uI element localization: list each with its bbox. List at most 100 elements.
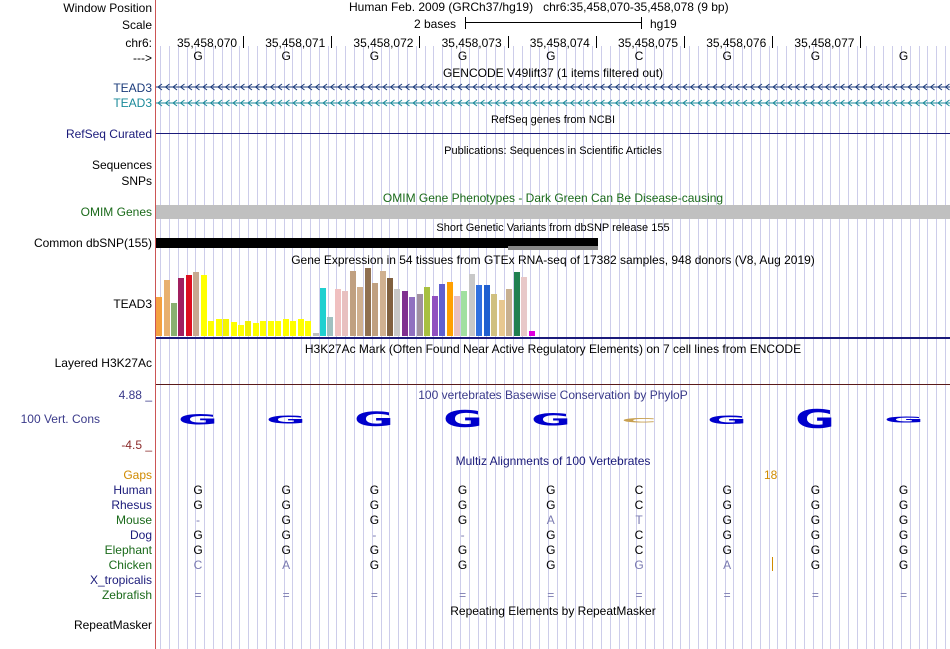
gtex-tissue-bar[interactable] [223, 318, 229, 336]
gtex-tissue-bar[interactable] [439, 283, 446, 336]
refseq-gene-line[interactable] [156, 133, 950, 134]
gtex-tissue-bar[interactable] [252, 323, 259, 336]
gtex-tissue-bar[interactable] [446, 281, 453, 336]
gtex-tissue-bar[interactable] [305, 320, 311, 336]
label-repeatmasker[interactable]: RepeatMasker [73, 618, 152, 632]
gtex-tissue-bar[interactable] [431, 296, 438, 336]
label-gtex-tead3[interactable]: TEAD3 [113, 297, 152, 311]
label-snps[interactable]: SNPs [121, 174, 152, 188]
strand-chevron [779, 99, 785, 107]
strand-chevron [607, 99, 613, 107]
strand-chevron [667, 99, 673, 107]
label-layered-h3k27ac[interactable]: Layered H3K27Ac [54, 356, 152, 370]
gtex-tissue-bar[interactable] [379, 270, 386, 336]
label-refseq-curated[interactable]: RefSeq Curated [65, 127, 152, 141]
gtex-tissue-bar[interactable] [424, 286, 431, 336]
gtex-tissue-bar[interactable] [290, 320, 297, 336]
gtex-tissue-bar[interactable] [372, 282, 379, 336]
gtex-tissue-bar[interactable] [461, 291, 468, 336]
label-dog: Dog [129, 528, 152, 542]
gtex-tissue-bar[interactable] [185, 274, 192, 336]
gtex-tissue-bar[interactable] [327, 316, 334, 336]
gtex-tissue-bar[interactable] [506, 289, 513, 336]
gencode-tead3-transcript-1[interactable] [156, 80, 950, 94]
gtex-tissue-bar[interactable] [454, 296, 460, 336]
alignment-base-mouse: G [810, 513, 821, 527]
gtex-tissue-bar[interactable] [528, 331, 535, 336]
reference-base: G [457, 49, 468, 63]
gtex-tissue-bar[interactable] [334, 289, 341, 336]
gtex-tissue-bar[interactable] [387, 277, 393, 336]
gtex-tissue-bar[interactable] [297, 318, 304, 336]
grid-line [327, 46, 329, 649]
label-omim-genes[interactable]: OMIM Genes [80, 205, 152, 219]
strand-chevron [337, 99, 343, 107]
gtex-tissue-bar[interactable] [409, 297, 416, 336]
strand-chevron [622, 83, 628, 91]
gtex-tissue-bar[interactable] [349, 270, 356, 336]
gtex-tissue-bar[interactable] [319, 288, 326, 336]
strand-chevron [389, 83, 395, 91]
gtex-tissue-bar[interactable] [312, 333, 319, 336]
gtex-tissue-bar[interactable] [238, 325, 244, 336]
gtex-tissue-bar[interactable] [364, 268, 371, 336]
grid-line [627, 46, 629, 649]
gtex-tissue-bar[interactable] [267, 320, 274, 336]
alignment-base-mouse: T [635, 513, 643, 527]
alignment-base-zebrafish: = [194, 588, 202, 602]
strand-chevron [157, 83, 163, 91]
track-data-area[interactable]: Human Feb. 2009 (GRCh37/hg19) chr6:35,45… [156, 0, 950, 649]
gtex-tissue-bar[interactable] [178, 277, 185, 336]
gtex-tissue-bar[interactable] [357, 287, 364, 336]
grid-line [548, 46, 550, 649]
gtex-tissue-bar[interactable] [476, 284, 483, 336]
alignment-base-zebrafish: = [547, 588, 555, 602]
label-100-vert-cons[interactable]: 100 Vert. Cons [20, 412, 100, 426]
alignment-base-elephant: G [457, 543, 468, 557]
gtex-tissue-bar[interactable] [498, 300, 505, 336]
strand-chevron [929, 83, 935, 91]
alignment-base-dog: - [372, 528, 377, 542]
gtex-tissue-bar[interactable] [468, 273, 475, 336]
gtex-tissue-bar[interactable] [208, 320, 215, 336]
gtex-tissue-bar[interactable] [521, 276, 528, 336]
gtex-tissue-bar[interactable] [275, 320, 282, 336]
dbsnp-variant-bar[interactable] [156, 238, 598, 248]
gtex-tissue-bar[interactable] [483, 284, 490, 336]
gtex-tissue-bar[interactable] [513, 271, 520, 336]
grid-line [398, 46, 400, 649]
gtex-tissue-bar[interactable] [193, 271, 200, 336]
gtex-tissue-bar[interactable] [200, 274, 207, 336]
strand-chevron [547, 83, 553, 91]
publications-track-title: Publications: Sequences in Scientific Ar… [444, 145, 662, 157]
strand-chevron [269, 99, 275, 107]
gtex-tissue-bar[interactable] [394, 289, 401, 336]
gtex-tissue-bar[interactable] [215, 318, 222, 336]
gtex-tissue-bar[interactable] [491, 294, 498, 336]
ruler-position-label: 35,458,072 [353, 36, 414, 50]
gtex-tissue-bar[interactable] [282, 318, 289, 336]
label-tead3-gencode-1[interactable]: TEAD3 [113, 81, 152, 95]
label-common-dbsnp[interactable]: Common dbSNP(155) [33, 236, 152, 250]
gencode-tead3-transcript-2[interactable] [156, 96, 950, 110]
label-sequences[interactable]: Sequences [91, 158, 152, 172]
gtex-tissue-bar[interactable] [245, 320, 252, 336]
gtex-tissue-bar[interactable] [163, 279, 170, 336]
strand-chevron [839, 99, 845, 107]
strand-chevron [329, 83, 335, 91]
gtex-tissue-bar[interactable] [230, 322, 237, 336]
alignment-base-zebrafish: = [459, 588, 467, 602]
gtex-tissue-bar[interactable] [401, 291, 408, 336]
strand-chevron [254, 99, 260, 107]
gtex-tissue-bar[interactable] [170, 303, 177, 336]
gtex-expression-chart[interactable] [156, 268, 536, 336]
omim-gene-bar[interactable] [156, 205, 950, 219]
gtex-tissue-bar[interactable] [342, 291, 349, 336]
h3k27ac-signal-line[interactable] [156, 384, 950, 385]
gtex-tissue-bar[interactable] [156, 297, 162, 336]
gtex-tissue-bar[interactable] [260, 320, 267, 336]
reference-base: G [281, 49, 291, 63]
label-tead3-gencode-2[interactable]: TEAD3 [113, 96, 152, 110]
gtex-tissue-bar[interactable] [416, 294, 423, 336]
